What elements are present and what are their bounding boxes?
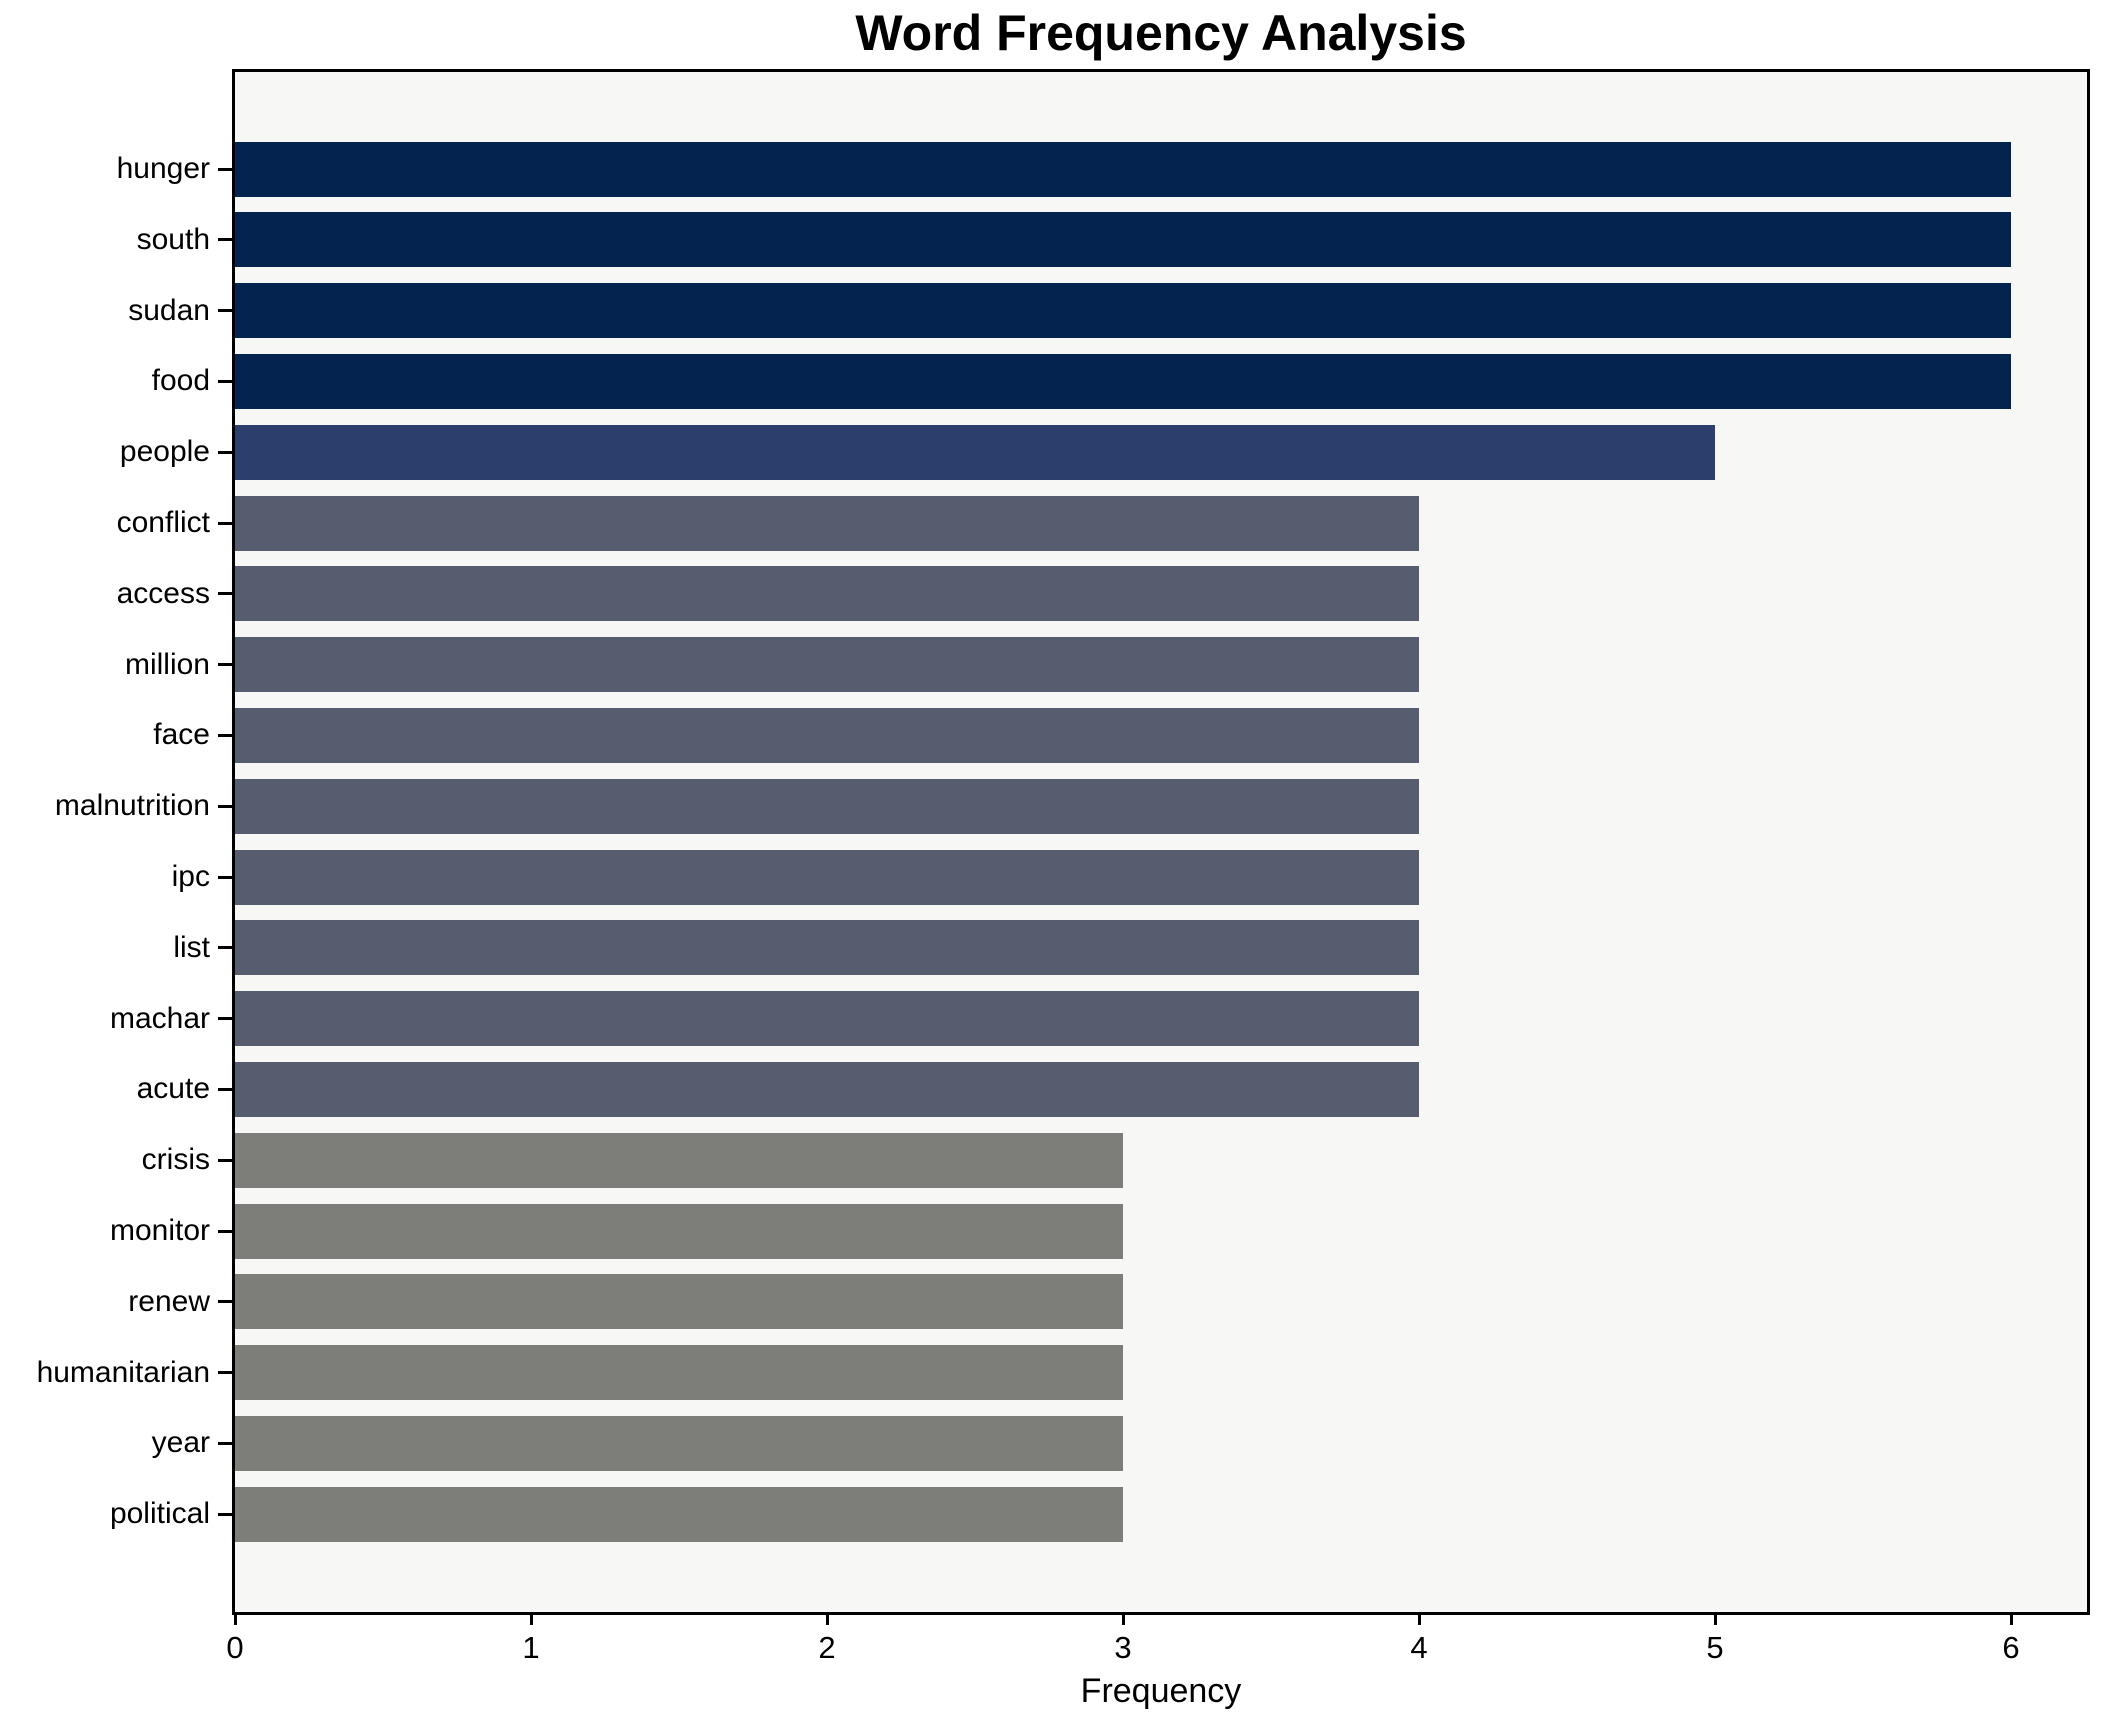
y-tick xyxy=(218,521,232,525)
y-tick xyxy=(218,804,232,808)
y-tick xyxy=(218,167,232,171)
y-tick xyxy=(218,1229,232,1233)
x-tick xyxy=(1417,1612,1421,1625)
bar xyxy=(235,141,2011,197)
bar xyxy=(235,283,2011,339)
bar xyxy=(235,1203,1123,1259)
bar xyxy=(235,1061,1419,1117)
y-tick xyxy=(218,875,232,879)
bar xyxy=(235,849,1419,905)
y-tick-label: malnutrition xyxy=(54,789,210,823)
y-tick xyxy=(218,450,232,454)
y-tick-label: crisis xyxy=(141,1143,210,1177)
y-tick xyxy=(218,309,232,313)
bar xyxy=(235,1274,1123,1330)
y-tick-label: machar xyxy=(109,1001,210,1035)
x-tick-label: 2 xyxy=(818,1630,836,1665)
y-tick xyxy=(218,1158,232,1162)
bar xyxy=(235,495,1419,551)
y-tick-label: year xyxy=(151,1426,210,1460)
bar xyxy=(235,920,1419,976)
x-tick-label: 3 xyxy=(1114,1630,1132,1665)
x-tick-label: 5 xyxy=(1706,1630,1724,1665)
chart-title: Word Frequency Analysis xyxy=(855,5,1467,61)
bar xyxy=(235,637,1419,693)
x-tick xyxy=(1121,1612,1125,1625)
bar xyxy=(235,991,1419,1047)
bar xyxy=(235,778,1419,834)
x-tick xyxy=(2009,1612,2013,1625)
bar xyxy=(235,1345,1123,1401)
y-tick-label: ipc xyxy=(171,860,210,893)
x-tick-label: 6 xyxy=(2002,1630,2020,1665)
bar xyxy=(235,707,1419,763)
bar xyxy=(235,212,2011,268)
y-tick-label: million xyxy=(124,647,210,681)
y-tick xyxy=(218,946,232,950)
bar xyxy=(235,1132,1123,1188)
y-tick-label: political xyxy=(109,1497,210,1531)
y-tick xyxy=(218,733,232,737)
y-tick-label: hunger xyxy=(116,152,210,185)
y-tick-label: food xyxy=(151,364,210,398)
y-tick-label: face xyxy=(153,718,210,752)
x-tick xyxy=(233,1612,237,1625)
y-tick-label: list xyxy=(173,930,210,964)
y-tick xyxy=(218,1087,232,1091)
y-tick-label: south xyxy=(136,222,210,256)
y-tick-label: people xyxy=(119,435,210,469)
x-tick xyxy=(529,1612,533,1625)
y-tick xyxy=(218,1441,232,1445)
x-axis-label: Frequency xyxy=(1080,1672,1242,1710)
x-tick xyxy=(825,1612,829,1625)
y-tick xyxy=(218,1512,232,1516)
y-tick xyxy=(218,663,232,667)
y-tick xyxy=(218,238,232,242)
x-tick-label: 4 xyxy=(1410,1630,1428,1665)
plot-area xyxy=(232,69,2090,1615)
bar xyxy=(235,566,1419,622)
bar xyxy=(235,1415,1123,1471)
bar xyxy=(235,424,1715,480)
y-tick-label: humanitarian xyxy=(36,1355,210,1389)
y-tick-label: conflict xyxy=(116,506,210,539)
x-tick xyxy=(1713,1612,1717,1625)
y-tick-label: sudan xyxy=(128,293,210,327)
y-tick-label: access xyxy=(116,576,210,610)
bar xyxy=(235,353,2011,409)
x-tick-label: 1 xyxy=(522,1630,540,1665)
bar xyxy=(235,1486,1123,1542)
y-tick-label: monitor xyxy=(109,1214,210,1247)
y-tick xyxy=(218,592,232,596)
y-tick xyxy=(218,379,232,383)
y-tick xyxy=(218,1017,232,1021)
y-tick xyxy=(218,1371,232,1375)
y-tick xyxy=(218,1300,232,1304)
x-tick-label: 0 xyxy=(226,1630,244,1665)
y-tick-label: renew xyxy=(128,1284,210,1318)
y-tick-label: acute xyxy=(136,1072,210,1106)
